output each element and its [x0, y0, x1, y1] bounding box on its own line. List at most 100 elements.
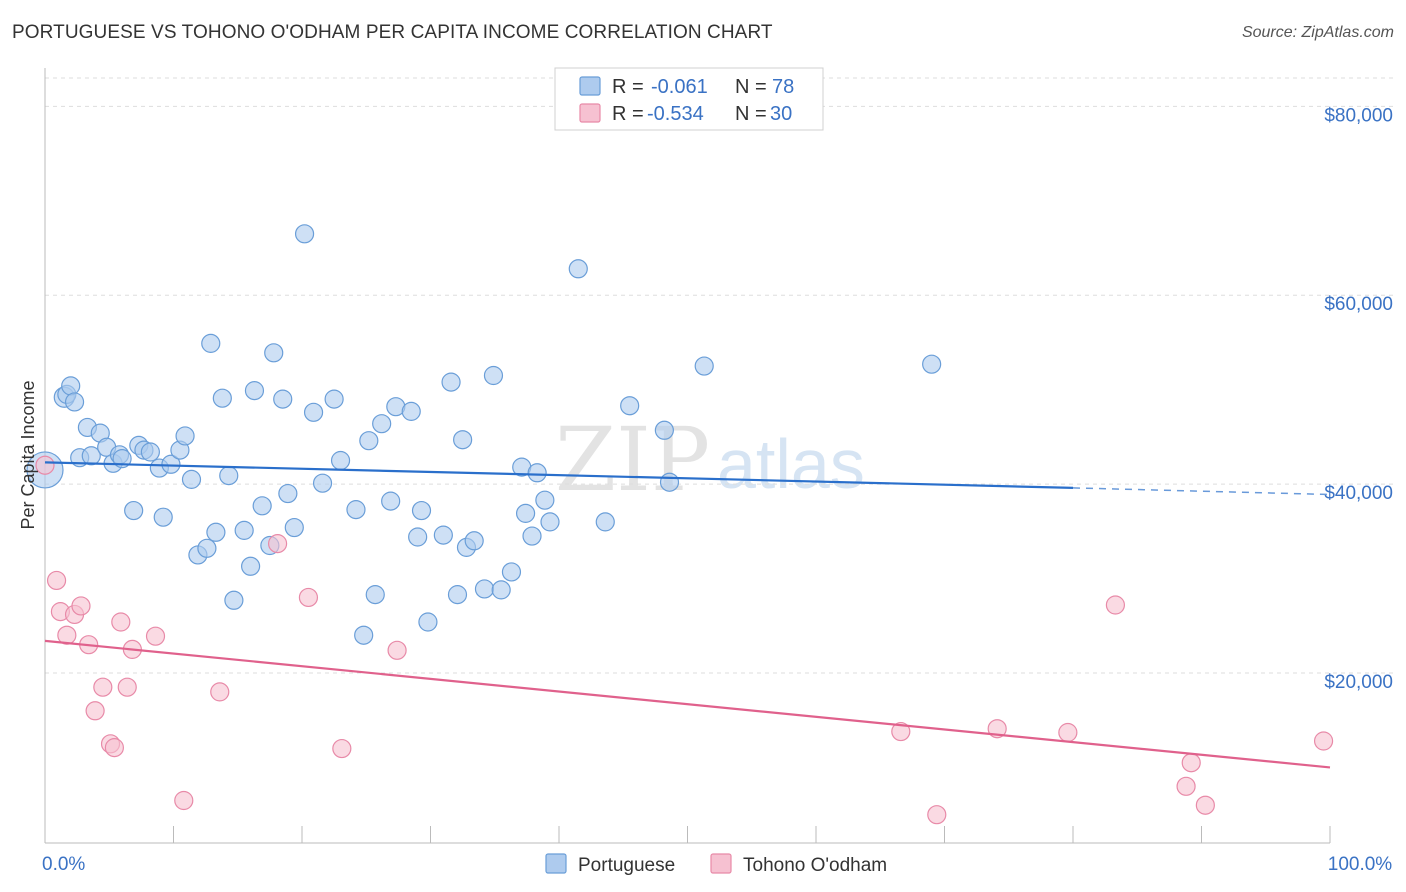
data-point-portuguese: [418, 612, 438, 632]
y-axis-label: Per Capita Income: [18, 380, 38, 529]
data-point-portuguese: [273, 389, 293, 409]
trend-lines: [44, 461, 1331, 769]
data-point-portuguese: [464, 531, 484, 551]
data-point-tohono: [1105, 595, 1126, 615]
data-point-tohono: [35, 455, 55, 475]
data-point-portuguese: [411, 500, 432, 521]
data-point-portuguese: [540, 512, 560, 532]
data-point-portuguese: [219, 466, 239, 486]
data-point-tohono: [71, 596, 91, 616]
data-point-portuguese: [501, 562, 522, 582]
data-point-portuguese: [181, 469, 202, 489]
data-point-tohono: [46, 570, 67, 591]
data-point-portuguese: [527, 463, 547, 483]
data-point-portuguese: [474, 579, 495, 599]
data-point-portuguese: [354, 625, 374, 645]
data-point-tohono: [104, 738, 124, 758]
data-point-portuguese: [372, 414, 392, 434]
data-point-portuguese: [312, 473, 333, 493]
legend-n-label-2: N =: [735, 103, 767, 125]
data-point-tohono: [1058, 722, 1078, 743]
data-point-portuguese: [197, 538, 217, 558]
data-point-portuguese: [81, 446, 101, 466]
data-point-portuguese: [284, 517, 304, 538]
data-point-tohono: [145, 626, 166, 646]
data-point-portuguese: [381, 491, 401, 511]
data-point-tohono: [174, 790, 194, 811]
data-point-portuguese: [535, 490, 555, 510]
data-point-portuguese: [330, 450, 351, 471]
y-tick-label: $40,000: [1324, 483, 1393, 504]
data-point-portuguese: [244, 381, 265, 401]
data-point-tohono: [927, 805, 947, 825]
bottom-legend: Portuguese Tohono O'odham: [545, 853, 887, 876]
data-point-portuguese: [359, 431, 379, 451]
data-point-portuguese: [153, 507, 173, 527]
data-point-portuguese: [401, 401, 421, 421]
bottom-legend-label-tohono: Tohono O'odham: [743, 855, 887, 876]
data-point-portuguese: [515, 503, 536, 523]
data-point-portuguese: [522, 526, 542, 546]
data-point-portuguese: [241, 556, 261, 576]
data-point-tohono: [298, 587, 319, 608]
data-point-portuguese: [206, 522, 226, 542]
chart-source: Source: ZipAtlas.com: [1241, 24, 1394, 41]
legend-n-label-1: N =: [735, 76, 767, 98]
legend-r-label-2: R =: [612, 103, 644, 125]
data-point-portuguese: [441, 372, 461, 392]
trend-line-portuguese: [44, 461, 1074, 489]
trend-line-tohono: [44, 639, 1331, 769]
watermark: ZIP atlas: [555, 408, 865, 511]
data-point-portuguese: [595, 512, 615, 532]
data-point-portuguese: [922, 354, 942, 374]
data-point-tohono: [891, 721, 911, 742]
data-point-portuguese: [433, 525, 453, 545]
legend-swatch-tohono: [579, 103, 601, 123]
data-point-portuguese: [140, 442, 160, 462]
legend: R = -0.061 N = 78 R = -0.534 N = 30: [554, 67, 824, 131]
data-point-tohono: [387, 640, 407, 660]
data-point-tohono: [332, 738, 352, 759]
data-point-tohono: [267, 534, 288, 554]
data-point-tohono: [57, 625, 77, 645]
watermark-atlas: atlas: [717, 425, 865, 503]
bottom-legend-label-portuguese: Portuguese: [578, 855, 675, 876]
data-point-portuguese: [264, 343, 284, 363]
data-point-portuguese: [124, 500, 144, 521]
data-point-tohono: [93, 677, 113, 697]
data-point-portuguese: [694, 356, 714, 376]
y-tick-label: $80,000: [1324, 105, 1393, 126]
data-point-portuguese: [659, 472, 680, 492]
data-point-tohono: [111, 612, 131, 632]
data-point-tohono: [85, 701, 105, 721]
data-point-portuguese: [346, 500, 366, 520]
data-point-portuguese: [224, 590, 244, 610]
data-point-tohono: [1313, 731, 1334, 751]
data-point-portuguese: [324, 389, 344, 409]
chart-title: PORTUGUESE VS TOHONO O'ODHAM PER CAPITA …: [12, 22, 773, 43]
data-point-portuguese: [234, 520, 254, 540]
watermark-zip: ZIP: [555, 408, 710, 511]
data-point-portuguese: [365, 585, 385, 605]
data-point-portuguese: [483, 365, 504, 386]
data-point-portuguese: [252, 496, 272, 516]
legend-n-value-2: 30: [770, 103, 792, 125]
data-point-portuguese: [654, 420, 674, 440]
data-point-portuguese: [408, 527, 428, 547]
legend-n-value-1: 78: [772, 76, 794, 98]
data-point-portuguese: [278, 483, 298, 504]
data-point-portuguese: [64, 392, 85, 412]
data-point-portuguese: [453, 430, 473, 450]
data-point-tohono: [1195, 795, 1215, 815]
axes: $20,000 $40,000 $60,000 $80,000 0.0% 100.0%: [42, 68, 1393, 875]
y-tick-label: $60,000: [1324, 294, 1393, 315]
legend-r-label-1: R =: [612, 76, 644, 98]
data-point-portuguese: [294, 224, 315, 244]
bottom-legend-swatch-tohono: [710, 853, 732, 874]
data-point-tohono: [1181, 753, 1201, 773]
legend-swatch-portuguese: [579, 76, 601, 96]
data-point-portuguese: [212, 388, 232, 408]
x-tick-label: 0.0%: [42, 854, 85, 875]
trend-line-extension-portuguese: [1072, 487, 1331, 496]
